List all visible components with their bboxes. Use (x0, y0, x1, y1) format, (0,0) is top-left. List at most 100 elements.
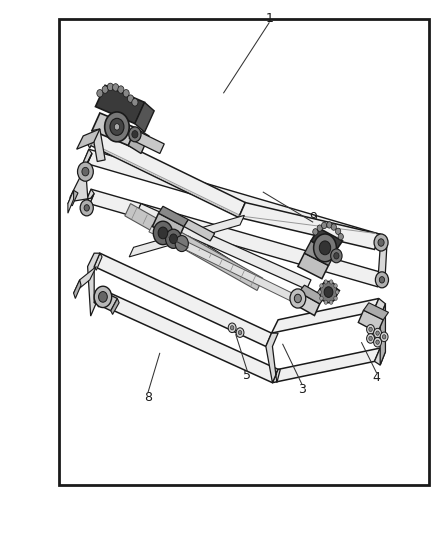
Circle shape (329, 300, 333, 304)
Circle shape (376, 331, 379, 335)
Circle shape (336, 228, 341, 235)
Circle shape (114, 124, 120, 130)
Circle shape (313, 229, 318, 235)
Polygon shape (94, 290, 117, 311)
Circle shape (320, 296, 323, 301)
Polygon shape (85, 189, 383, 287)
Polygon shape (266, 333, 280, 383)
Circle shape (374, 328, 381, 338)
Polygon shape (380, 304, 385, 365)
Polygon shape (239, 203, 381, 249)
Circle shape (82, 167, 89, 176)
Circle shape (331, 224, 336, 230)
Polygon shape (318, 281, 339, 302)
Circle shape (327, 222, 332, 228)
Circle shape (317, 225, 322, 231)
Polygon shape (88, 129, 245, 217)
Circle shape (228, 323, 236, 333)
Polygon shape (299, 285, 325, 304)
Polygon shape (311, 228, 343, 254)
Circle shape (153, 221, 173, 245)
Circle shape (329, 280, 333, 284)
Circle shape (127, 95, 134, 102)
Polygon shape (184, 220, 215, 241)
Polygon shape (88, 129, 96, 148)
Text: 1: 1 (265, 12, 273, 25)
Circle shape (175, 236, 188, 252)
Circle shape (324, 300, 328, 304)
Circle shape (113, 84, 119, 91)
Circle shape (336, 290, 339, 294)
Polygon shape (94, 253, 102, 270)
Polygon shape (373, 298, 385, 317)
Circle shape (318, 290, 321, 294)
Polygon shape (298, 253, 328, 279)
Circle shape (319, 241, 331, 255)
Circle shape (324, 280, 328, 284)
Bar (59, 19, 429, 485)
Polygon shape (364, 303, 389, 320)
Circle shape (367, 325, 374, 334)
Polygon shape (159, 206, 188, 227)
Polygon shape (95, 85, 145, 124)
Polygon shape (83, 149, 381, 248)
Text: 8: 8 (144, 391, 152, 403)
Circle shape (132, 131, 138, 138)
Circle shape (338, 233, 343, 240)
Circle shape (374, 234, 388, 251)
Circle shape (129, 127, 141, 142)
Polygon shape (129, 129, 164, 154)
Polygon shape (152, 213, 184, 240)
Polygon shape (70, 154, 94, 207)
Polygon shape (125, 204, 263, 290)
Text: 9: 9 (309, 211, 317, 224)
Circle shape (238, 330, 242, 335)
Polygon shape (272, 348, 380, 383)
Polygon shape (92, 129, 105, 161)
Circle shape (99, 292, 107, 302)
Polygon shape (129, 215, 244, 257)
Polygon shape (68, 190, 78, 206)
Circle shape (314, 234, 336, 262)
Polygon shape (68, 190, 74, 213)
Circle shape (194, 240, 200, 247)
Circle shape (320, 284, 323, 288)
Circle shape (367, 334, 374, 343)
Text: 5: 5 (244, 369, 251, 382)
Polygon shape (378, 235, 387, 287)
Circle shape (320, 281, 337, 303)
Circle shape (78, 162, 93, 181)
Circle shape (324, 287, 333, 297)
Circle shape (378, 239, 384, 246)
Circle shape (369, 336, 372, 341)
Circle shape (186, 236, 191, 243)
Circle shape (94, 286, 112, 308)
Polygon shape (88, 253, 100, 316)
Polygon shape (272, 298, 379, 333)
Polygon shape (96, 289, 278, 383)
Circle shape (105, 112, 129, 142)
Polygon shape (374, 348, 385, 365)
Circle shape (369, 327, 372, 332)
Circle shape (334, 296, 337, 301)
Circle shape (158, 227, 168, 239)
Circle shape (168, 227, 173, 233)
Circle shape (84, 205, 89, 211)
Circle shape (321, 222, 327, 229)
Circle shape (123, 90, 129, 97)
Polygon shape (135, 102, 154, 132)
Circle shape (380, 332, 388, 342)
Circle shape (132, 99, 138, 106)
Polygon shape (77, 129, 100, 149)
Text: 2: 2 (184, 237, 192, 250)
Circle shape (107, 83, 113, 91)
Polygon shape (83, 149, 92, 167)
Circle shape (97, 90, 103, 97)
Circle shape (374, 337, 381, 347)
Circle shape (203, 245, 208, 251)
Polygon shape (74, 280, 81, 298)
Circle shape (110, 118, 124, 135)
Polygon shape (137, 204, 250, 281)
Text: 4: 4 (373, 371, 381, 384)
Circle shape (166, 229, 181, 248)
